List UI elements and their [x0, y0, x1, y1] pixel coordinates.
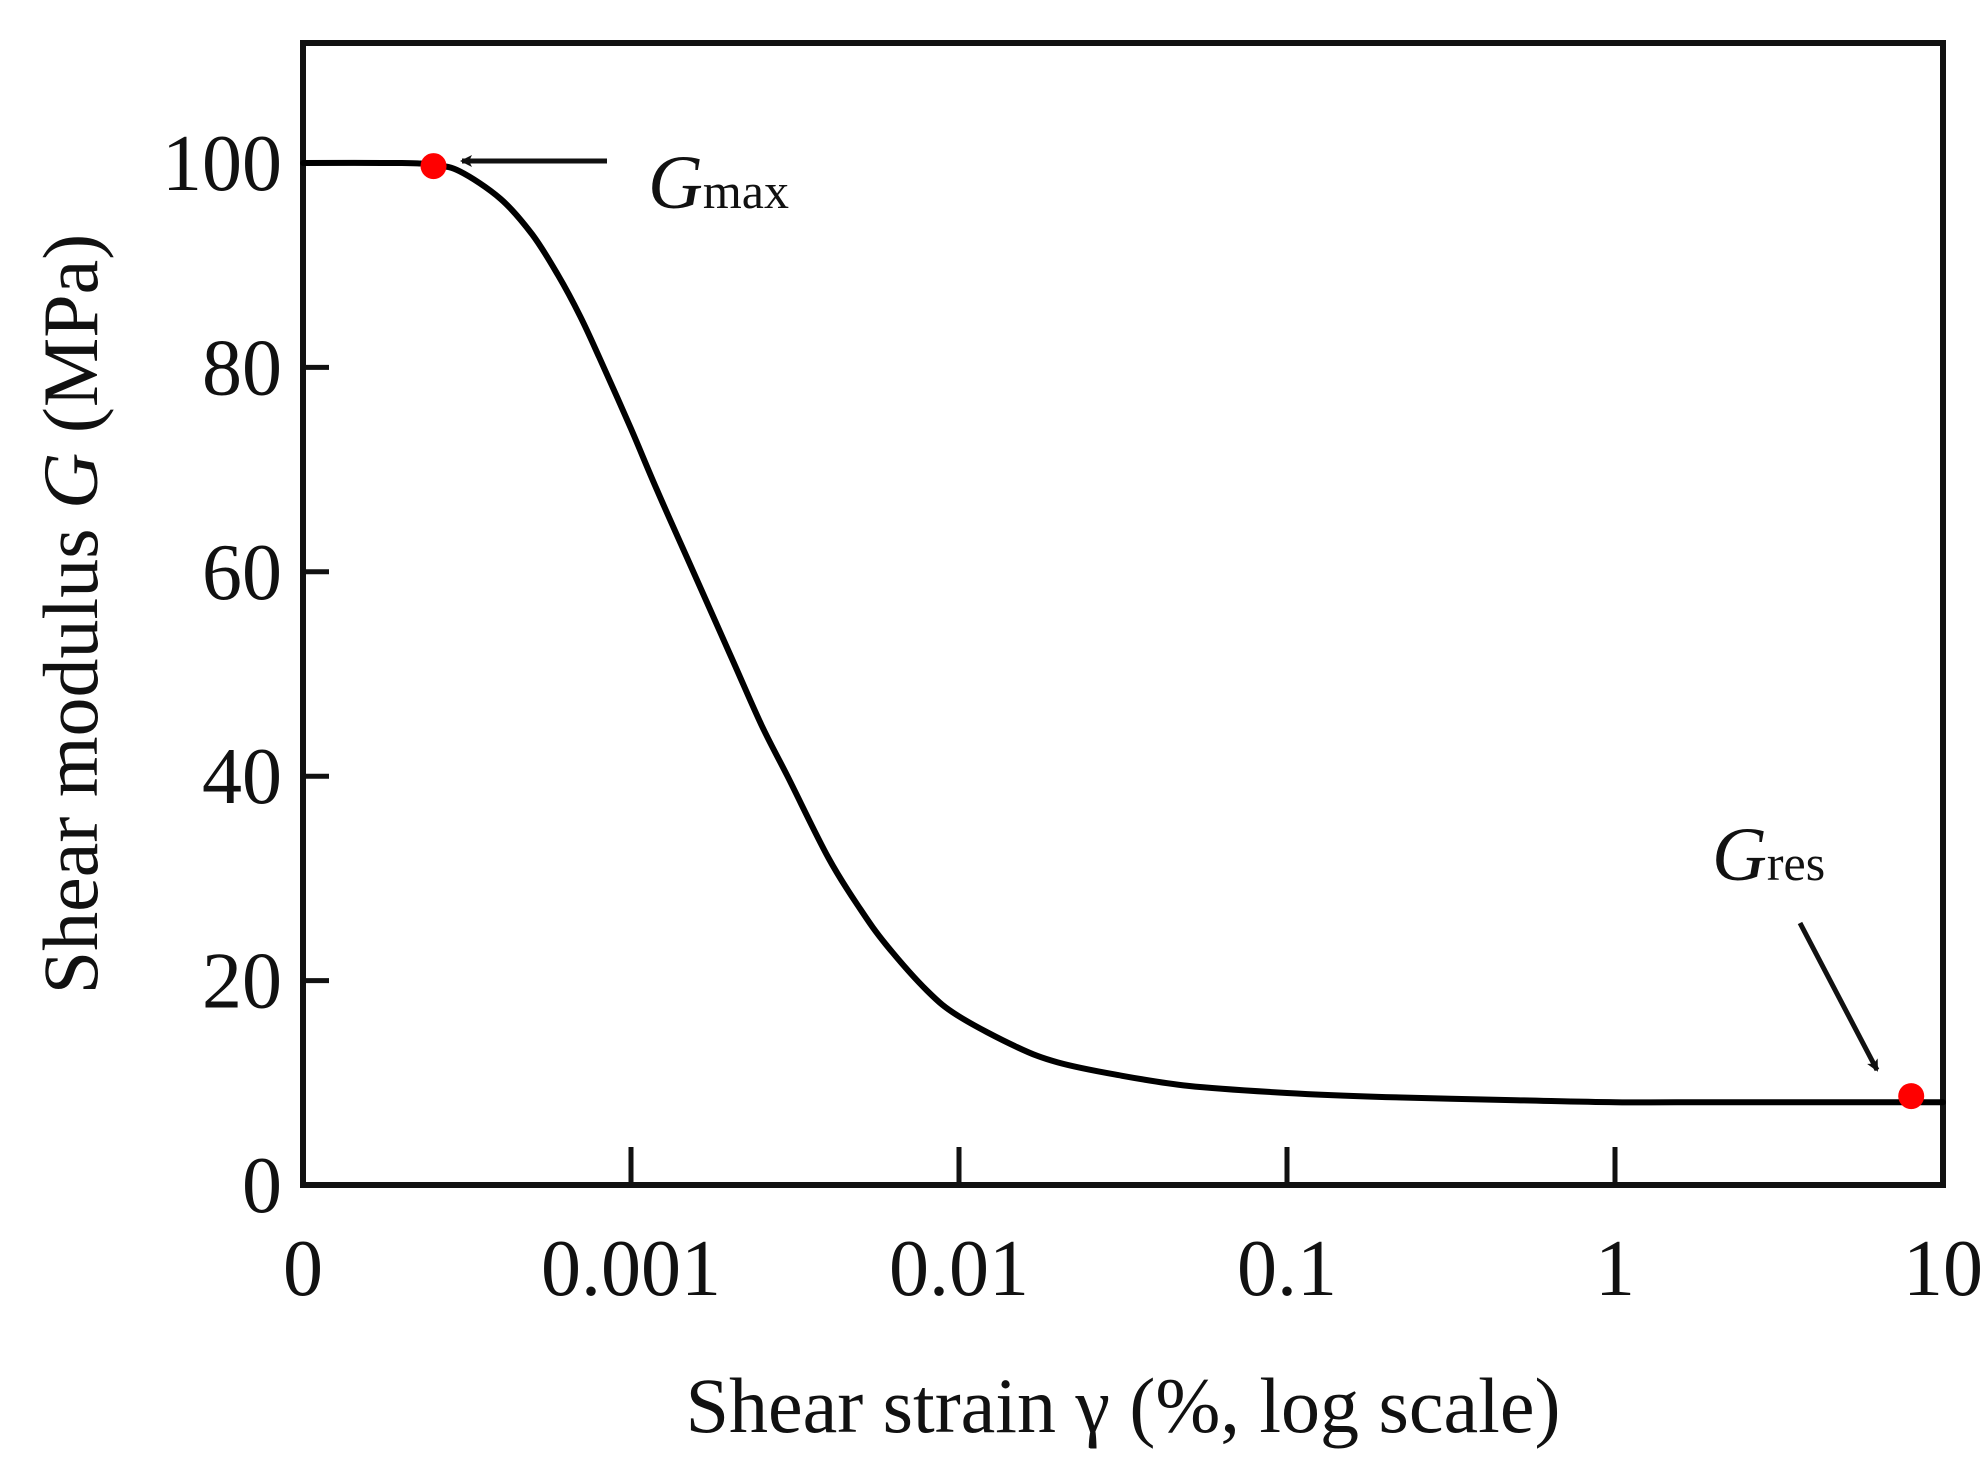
- y-tick-label: 40: [202, 733, 282, 821]
- y-axis-label-prefix: Shear modulus: [27, 509, 114, 994]
- point-gmax: [420, 153, 447, 180]
- highlight-points: [420, 153, 1925, 1110]
- gres-subscript: res: [1767, 835, 1825, 891]
- x-tick-label: 1: [1595, 1225, 1635, 1313]
- gres-label: Gres: [1712, 813, 1825, 897]
- y-axis-ticks: [303, 160, 329, 984]
- x-tick-label: 10: [1903, 1225, 1981, 1313]
- x-tick-label: 0.001: [541, 1225, 721, 1313]
- x-axis-ticks: [628, 1147, 1618, 1185]
- x-tick-label: 0.01: [889, 1225, 1029, 1313]
- gres-symbol: G: [1712, 813, 1767, 897]
- x-axis-tick-labels: 0 0.001 0.01 0.1 1 10: [283, 1225, 1981, 1313]
- y-tick-label: 0: [242, 1142, 282, 1230]
- series-line-g: [300, 159, 1946, 1106]
- gmax-subscript: max: [703, 163, 789, 219]
- y-axis-label-suffix: (MPa): [27, 234, 114, 453]
- x-axis-label: Shear strain γ (%, log scale): [686, 1362, 1561, 1449]
- point-gres: [1898, 1083, 1925, 1110]
- gmax-label: Gmax: [648, 141, 789, 225]
- gmax-symbol: G: [648, 141, 703, 225]
- y-axis-tick-labels: 0 20 40 60 80 100: [162, 120, 282, 1230]
- y-tick-label: 100: [162, 120, 282, 208]
- y-tick-label: 80: [202, 324, 282, 412]
- gres-arrow: [1797, 921, 1880, 1072]
- x-tick-label: 0.1: [1237, 1225, 1337, 1313]
- y-tick-label: 60: [202, 529, 282, 617]
- x-tick-label: 0: [283, 1225, 323, 1313]
- plot-frame: [300, 40, 1946, 1188]
- y-axis-label-symbol: G: [27, 453, 114, 509]
- y-tick-label: 20: [202, 938, 282, 1026]
- y-axis-label: Shear modulus G (MPa): [27, 234, 114, 994]
